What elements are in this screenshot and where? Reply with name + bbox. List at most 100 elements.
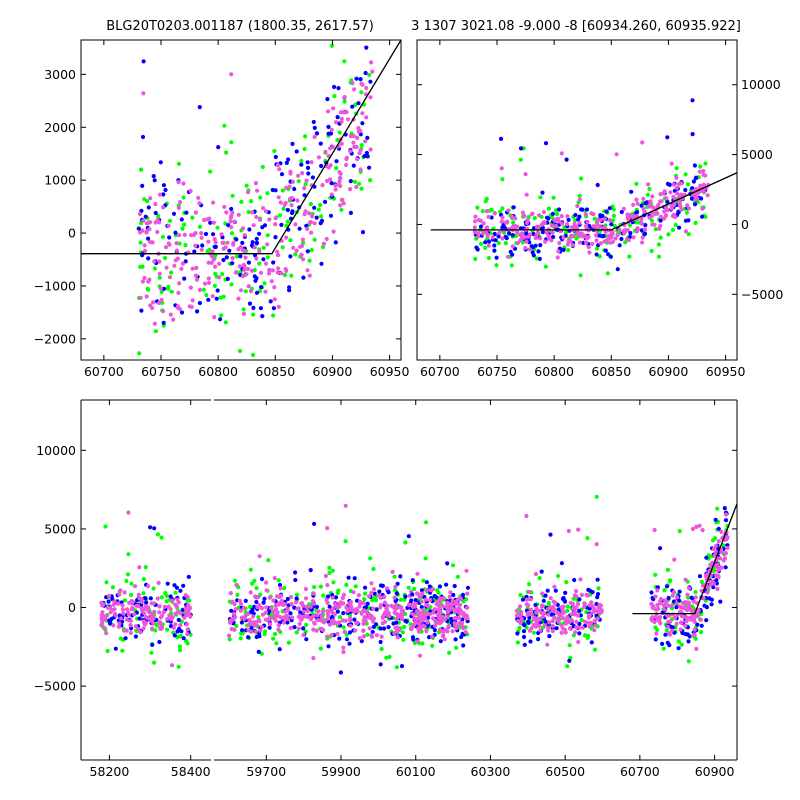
data-point-series-1 bbox=[518, 157, 523, 162]
data-point-series-1 bbox=[316, 207, 321, 212]
data-point-series-3 bbox=[290, 179, 296, 184]
data-point-series-3 bbox=[175, 609, 181, 614]
data-point-series-2 bbox=[257, 231, 262, 236]
data-point-series-3 bbox=[674, 175, 679, 180]
data-point-series-3 bbox=[576, 639, 581, 645]
data-point-series-1 bbox=[271, 313, 276, 318]
data-point-series-1 bbox=[215, 225, 220, 230]
data-point-series-3 bbox=[550, 618, 555, 624]
data-point-series-1 bbox=[473, 256, 478, 262]
data-point-series-3 bbox=[584, 592, 589, 597]
data-point-series-3 bbox=[139, 596, 144, 602]
data-point-series-3 bbox=[284, 185, 289, 190]
data-point-series-3 bbox=[410, 624, 415, 629]
data-point-series-3 bbox=[356, 593, 361, 598]
data-point-series-3 bbox=[703, 173, 708, 178]
data-point-series-3 bbox=[693, 595, 698, 600]
data-point-series-1 bbox=[219, 313, 224, 318]
data-point-series-2 bbox=[653, 637, 658, 642]
data-point-series-2 bbox=[254, 276, 259, 281]
data-point-series-3 bbox=[153, 202, 158, 207]
data-point-series-3 bbox=[563, 618, 569, 623]
x-tick-label: 60800 bbox=[534, 364, 574, 379]
data-point-series-1 bbox=[241, 307, 246, 312]
data-point-series-3 bbox=[150, 626, 155, 631]
data-point-series-1 bbox=[336, 588, 341, 593]
data-point-series-3 bbox=[221, 246, 226, 251]
data-point-series-3 bbox=[168, 312, 173, 317]
data-point-series-1 bbox=[484, 196, 489, 201]
data-point-series-1 bbox=[518, 592, 523, 598]
data-point-series-3 bbox=[358, 167, 363, 172]
data-point-series-3 bbox=[111, 602, 116, 607]
data-point-series-3 bbox=[369, 60, 374, 65]
data-point-series-2 bbox=[427, 635, 432, 640]
data-point-series-3 bbox=[640, 235, 645, 240]
data-point-series-2 bbox=[329, 181, 334, 186]
data-point-series-3 bbox=[134, 603, 139, 608]
data-point-series-2 bbox=[178, 588, 183, 593]
data-point-series-1 bbox=[288, 238, 293, 243]
data-point-series-1 bbox=[450, 563, 456, 568]
data-point-series-3 bbox=[378, 603, 383, 608]
data-point-series-1 bbox=[370, 598, 375, 603]
data-point-series-2 bbox=[341, 611, 346, 616]
data-point-series-1 bbox=[254, 586, 259, 591]
data-point-series-3 bbox=[454, 608, 459, 613]
data-point-series-3 bbox=[99, 623, 104, 628]
data-point-series-3 bbox=[263, 610, 269, 615]
data-point-series-2 bbox=[356, 101, 361, 106]
data-point-series-3 bbox=[436, 608, 441, 613]
data-point-series-1 bbox=[250, 581, 255, 586]
data-point-series-3 bbox=[133, 624, 138, 629]
data-point-series-1 bbox=[670, 227, 676, 233]
data-point-series-3 bbox=[351, 134, 356, 139]
data-point-series-3 bbox=[555, 255, 560, 260]
data-point-series-2 bbox=[258, 306, 263, 311]
data-point-series-1 bbox=[281, 206, 286, 211]
data-point-series-2 bbox=[344, 637, 350, 642]
data-point-series-3 bbox=[336, 182, 341, 188]
data-point-series-3 bbox=[194, 277, 200, 282]
data-point-series-3 bbox=[276, 601, 281, 606]
data-point-series-3 bbox=[115, 601, 121, 606]
data-point-series-3 bbox=[369, 614, 374, 619]
data-point-series-2 bbox=[559, 561, 565, 566]
data-point-series-3 bbox=[534, 606, 539, 611]
data-point-series-2 bbox=[305, 165, 311, 170]
data-point-series-2 bbox=[589, 640, 594, 645]
data-point-series-3 bbox=[518, 232, 523, 237]
data-point-series-3 bbox=[233, 607, 239, 612]
data-point-series-3 bbox=[267, 268, 272, 273]
data-point-series-3 bbox=[614, 152, 619, 157]
data-point-series-3 bbox=[465, 616, 470, 621]
data-point-series-2 bbox=[328, 213, 334, 218]
data-point-series-2 bbox=[391, 621, 396, 626]
data-point-series-3 bbox=[309, 160, 314, 165]
data-point-series-2 bbox=[587, 588, 593, 593]
data-point-series-2 bbox=[141, 59, 146, 64]
data-point-series-3 bbox=[324, 178, 330, 184]
data-point-series-3 bbox=[539, 222, 544, 227]
data-point-series-1 bbox=[344, 582, 349, 588]
data-point-series-2 bbox=[378, 626, 383, 631]
data-point-series-2 bbox=[508, 249, 513, 254]
data-point-series-3 bbox=[591, 212, 596, 217]
data-point-series-3 bbox=[513, 216, 518, 221]
data-point-series-3 bbox=[524, 239, 529, 244]
data-point-series-3 bbox=[257, 619, 262, 624]
data-point-series-3 bbox=[686, 600, 691, 605]
data-point-series-3 bbox=[156, 300, 162, 306]
data-point-series-2 bbox=[273, 235, 278, 240]
y-tick-label: 3000 bbox=[44, 67, 76, 82]
data-point-series-3 bbox=[190, 298, 195, 303]
data-point-series-3 bbox=[542, 623, 548, 628]
data-point-series-2 bbox=[677, 589, 682, 594]
panel-top-left: 60700 60750 60800 60850 60900 60950−2000−1000… bbox=[34, 39, 410, 379]
data-point-series-3 bbox=[552, 615, 557, 620]
data-point-series-2 bbox=[718, 599, 723, 604]
data-point-series-2 bbox=[587, 223, 592, 229]
data-point-series-3 bbox=[665, 624, 670, 629]
data-point-series-2 bbox=[444, 582, 449, 587]
data-point-series-2 bbox=[543, 619, 548, 624]
